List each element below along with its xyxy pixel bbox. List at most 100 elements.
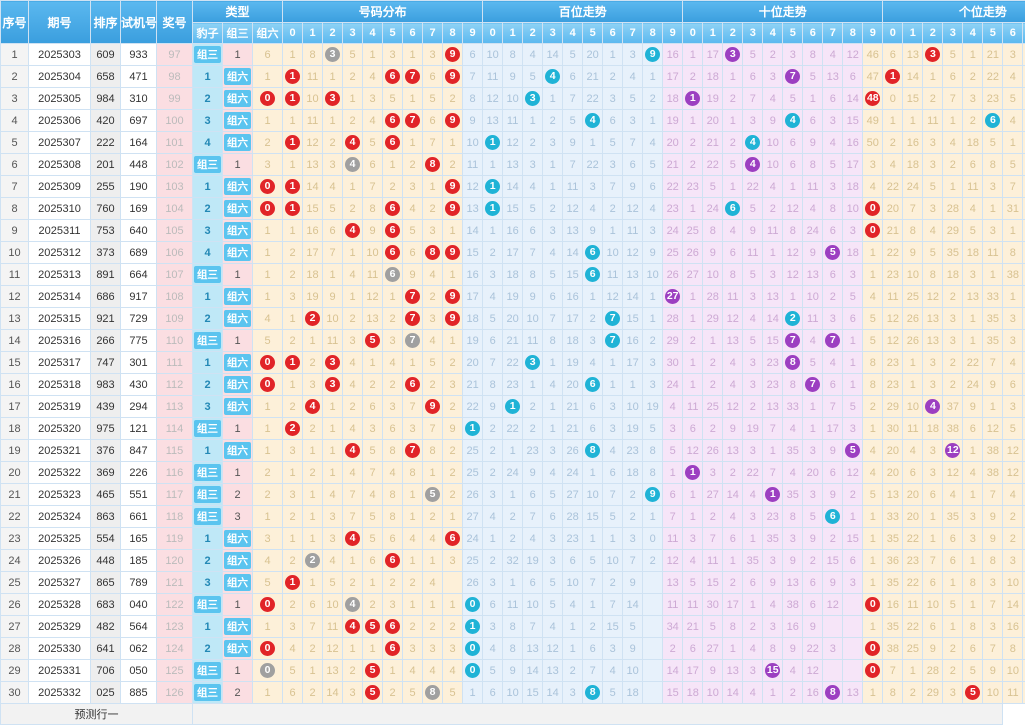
units-trend-cell: 8 (963, 572, 983, 594)
numdist-cell: 9 (443, 66, 463, 88)
hundreds-trend-cell: 6 (623, 154, 643, 176)
hundreds-trend-cell: 14 (543, 44, 563, 66)
row-trial-number: 863 (91, 506, 121, 528)
row-index: 25 (1, 572, 29, 594)
units-trend-cell: 9 (963, 396, 983, 418)
units-trend-cell: 6 (1003, 374, 1023, 396)
hundreds-trend-cell: 8 (523, 264, 543, 286)
tens-trend-cell: 20 (663, 132, 683, 154)
digit-header-gw-0: 0 (883, 23, 903, 44)
number-ball: 7 (785, 69, 800, 84)
tens-trend-cell: 3 (743, 286, 763, 308)
numdist-cell: 1 (443, 506, 463, 528)
tens-trend-cell: 5 (743, 330, 763, 352)
units-trend-cell: 24 (903, 176, 923, 198)
numdist-cell: 7 (303, 616, 323, 638)
tens-trend-cell: 6 (843, 308, 863, 330)
units-trend-cell: 7 (883, 660, 903, 682)
numdist-cell: 7 (423, 132, 443, 154)
digit-header-num-6: 6 (403, 23, 423, 44)
tens-trend-cell: 6 (803, 594, 823, 616)
tens-trend-cell: 27 (703, 638, 723, 660)
numdist-cell: 1 (303, 440, 323, 462)
numdist-cell: 6 (383, 528, 403, 550)
numdist-cell: 2 (343, 660, 363, 682)
hundreds-trend-cell: 21 (463, 374, 483, 396)
hundreds-trend-cell: 18 (623, 462, 643, 484)
tens-trend-cell: 4 (743, 308, 763, 330)
hundreds-trend-cell: 1 (603, 528, 623, 550)
numdist-cell: 9 (443, 44, 463, 66)
units-trend-cell: 1 (963, 484, 983, 506)
tens-trend-cell: 10 (703, 682, 723, 704)
hundreds-trend-cell: 5 (623, 616, 643, 638)
numdist-cell: 1 (283, 44, 303, 66)
hundreds-trend-cell (643, 616, 663, 638)
hundreds-trend-cell: 7 (463, 66, 483, 88)
row-prize-number: 301 (121, 352, 157, 374)
hundreds-trend-cell: 5 (483, 660, 503, 682)
row-zu3-value: 组三 (193, 462, 223, 484)
row-period: 2025316 (29, 330, 91, 352)
units-trend-cell: 10 (903, 264, 923, 286)
number-ball: 9 (445, 289, 460, 304)
digit-header-num-3: 3 (343, 23, 363, 44)
numdist-cell: 1 (303, 528, 323, 550)
units-trend-cell: 3 (943, 308, 963, 330)
tens-trend-cell: 4 (723, 506, 743, 528)
hundreds-trend-cell: 1 (543, 352, 563, 374)
numdist-cell: 4 (343, 594, 363, 616)
digit-header-sw-0: 0 (683, 23, 703, 44)
hundreds-trend-cell: 3 (543, 528, 563, 550)
prediction-row-label[interactable]: 预测行一 (1, 704, 193, 725)
units-trend-cell: 0 (883, 88, 903, 110)
tens-trend-cell: 10 (703, 264, 723, 286)
hundreds-trend-cell: 20 (563, 374, 583, 396)
numdist-cell: 1 (253, 220, 283, 242)
hundreds-trend-cell: 5 (523, 198, 543, 220)
row-period: 2025322 (29, 462, 91, 484)
numdist-cell: 13 (363, 308, 383, 330)
hundreds-trend-cell: 12 (623, 198, 643, 220)
units-trend-cell: 7 (983, 352, 1003, 374)
units-trend-cell: 23 (983, 88, 1003, 110)
numdist-cell: 2 (283, 396, 303, 418)
units-trend-cell: 1 (863, 528, 883, 550)
units-trend-cell: 2 (903, 682, 923, 704)
tens-trend-cell: 9 (803, 528, 823, 550)
tens-trend-cell: 8 (703, 220, 723, 242)
digit-header-sw-9: 9 (863, 23, 883, 44)
tens-trend-cell: 1 (843, 374, 863, 396)
hundreds-trend-cell: 28 (563, 506, 583, 528)
